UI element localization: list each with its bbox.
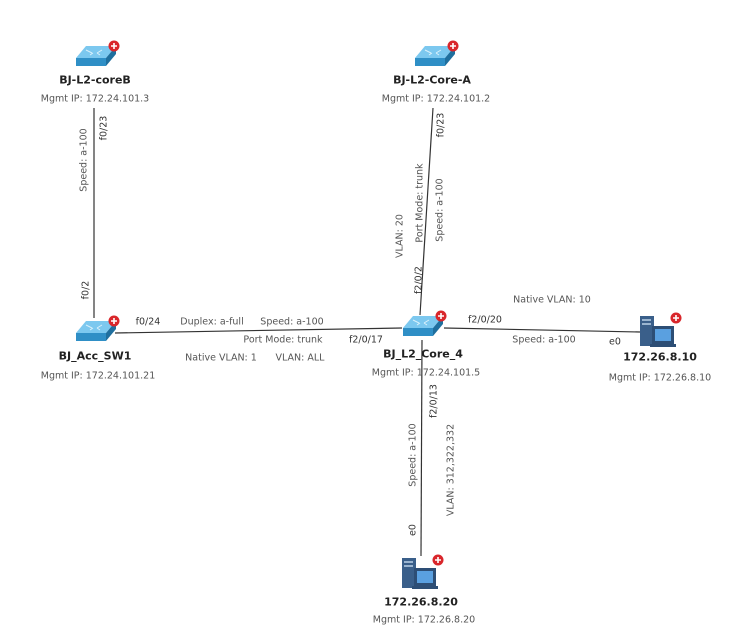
vlan-label: VLAN: 20 [394, 214, 406, 258]
node-mgmt-core4: Mgmt IP: 172.24.101.5 [371, 367, 481, 379]
port-label: f0/23 [98, 115, 110, 141]
speed-label: Speed: a-100 [407, 423, 419, 487]
speed-label: Speed: a-100 [434, 178, 446, 242]
node-name-host10[interactable]: 172.26.8.10 [623, 350, 697, 364]
port-label: f2/0/20 [468, 314, 502, 326]
link-core4-host20[interactable] [420, 339, 423, 557]
duplex-label: Duplex: a-full [180, 316, 244, 328]
node-name-acc[interactable]: BJ_Acc_SW1 [58, 349, 132, 363]
port-label: f2/0/2 [413, 266, 425, 294]
vlan-label: VLAN: 312,322,332 [445, 423, 457, 517]
link-core4-host10[interactable] [443, 327, 641, 333]
switch-icon[interactable] [74, 40, 122, 70]
port-label: f0/24 [135, 316, 161, 328]
node-mgmt-acc: Mgmt IP: 172.24.101.21 [40, 370, 156, 382]
server-icon[interactable] [638, 310, 686, 350]
node-name-coreB[interactable]: BJ-L2-coreB [59, 73, 131, 87]
port-label: f0/23 [435, 112, 447, 138]
port-mode-label: Port Mode: trunk [414, 163, 426, 243]
node-mgmt-coreA: Mgmt IP: 172.24.101.2 [381, 93, 491, 105]
link-acc-core4[interactable] [114, 327, 403, 334]
speed-label: Speed: a-100 [78, 128, 90, 192]
server-icon[interactable] [400, 552, 448, 592]
speed-label: Speed: a-100 [512, 334, 576, 346]
node-name-coreA[interactable]: BJ-L2-Core-A [393, 73, 471, 87]
speed-label: Speed: a-100 [260, 316, 324, 328]
node-name-host20[interactable]: 172.26.8.20 [384, 595, 458, 609]
switch-icon[interactable] [401, 310, 449, 340]
switch-icon[interactable] [74, 315, 122, 345]
native-vlan-label: Native VLAN: 1 [185, 352, 257, 364]
node-mgmt-host20: Mgmt IP: 172.26.8.20 [372, 614, 476, 626]
port-label: e0 [407, 524, 419, 536]
port-label: f2/0/17 [349, 334, 383, 346]
link-coreA-core4[interactable] [419, 107, 434, 316]
port-label: e0 [609, 336, 621, 348]
node-mgmt-coreB: Mgmt IP: 172.24.101.3 [40, 93, 150, 105]
node-name-core4[interactable]: BJ_L2_Core_4 [383, 347, 463, 361]
native-vlan-label: Native VLAN: 10 [513, 294, 591, 306]
port-mode-label: Port Mode: trunk [243, 334, 323, 346]
switch-icon[interactable] [413, 40, 461, 70]
vlan-label: VLAN: ALL [275, 352, 325, 364]
port-label: f2/0/13 [428, 384, 440, 418]
node-mgmt-host10: Mgmt IP: 172.26.8.10 [608, 372, 712, 384]
port-label: f0/2 [80, 280, 92, 300]
